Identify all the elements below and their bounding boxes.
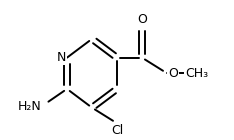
Text: Cl: Cl [111,124,123,137]
Text: CH₃: CH₃ [185,67,208,80]
Text: O: O [168,67,178,80]
Text: H₂N: H₂N [18,100,41,113]
Text: O: O [137,13,147,26]
Text: N: N [57,51,66,64]
